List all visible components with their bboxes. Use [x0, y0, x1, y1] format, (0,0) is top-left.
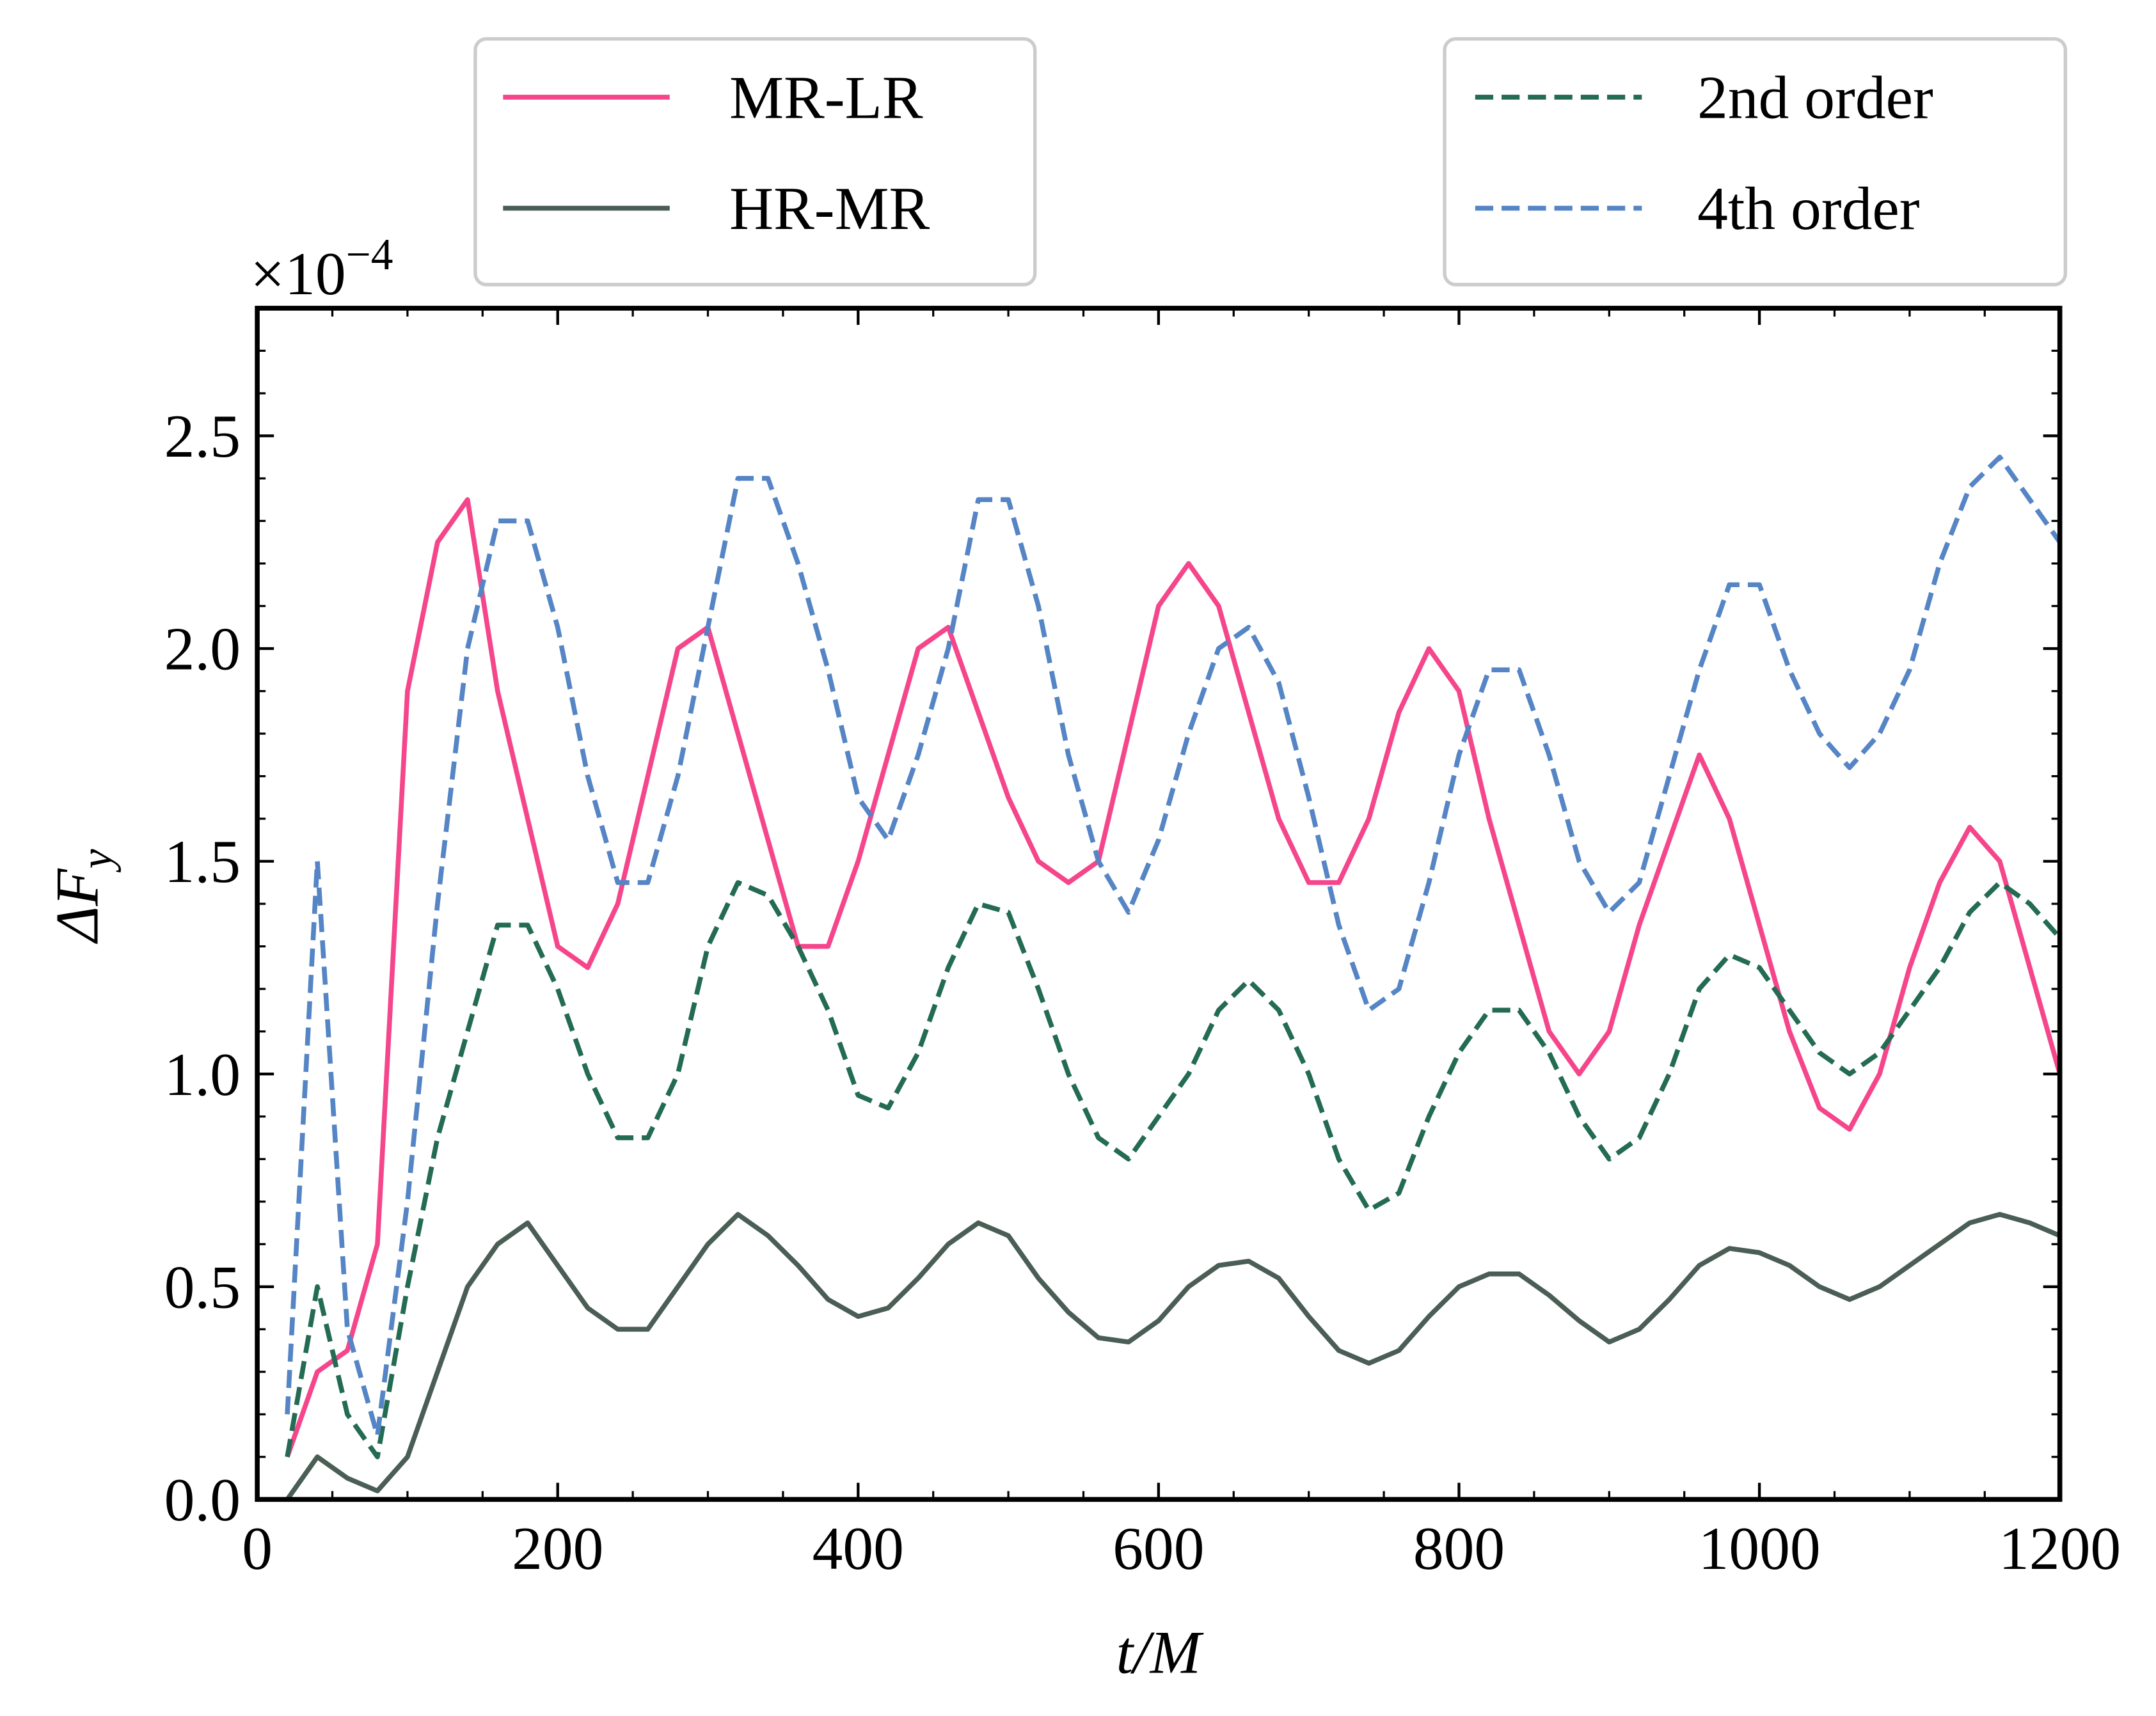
- legend-box: [473, 37, 1037, 287]
- y-multiplier-base: ×10: [250, 240, 345, 308]
- legend-box: [1443, 37, 2068, 287]
- x-tick-label: 400: [812, 1515, 904, 1582]
- x-axis-label: t/M: [1116, 1619, 1204, 1687]
- legend-label: HR-MR: [729, 175, 930, 242]
- legend-label: 4th order: [1697, 175, 1919, 242]
- y-tick-label: 1.0: [164, 1041, 241, 1108]
- y-tick-label: 1.5: [164, 828, 241, 895]
- x-tick-label: 200: [512, 1515, 603, 1582]
- y-tick-label: 2.0: [164, 615, 241, 683]
- legend-label: 2nd order: [1697, 64, 1933, 132]
- data-line: [285, 1211, 2061, 1501]
- y-axis-label-main: ΔF: [43, 868, 111, 945]
- data-line: [285, 454, 2062, 1438]
- y-axis-label: ΔFy: [43, 849, 122, 944]
- data-line: [285, 497, 2063, 1458]
- y-tick-label: 2.5: [164, 402, 241, 470]
- x-tick-label: 800: [1413, 1515, 1505, 1582]
- x-tick-label: 600: [1113, 1515, 1204, 1582]
- y-tick-label: 0.0: [164, 1466, 241, 1534]
- y-multiplier-exponent: −4: [346, 230, 393, 279]
- y-multiplier: ×10−4: [250, 230, 393, 308]
- y-tick-label: 0.5: [164, 1253, 241, 1321]
- x-tick-label: 1200: [1999, 1515, 2121, 1582]
- x-tick-label: 0: [242, 1515, 273, 1582]
- data-line: [285, 880, 2062, 1460]
- legend-label: MR-LR: [729, 64, 923, 132]
- x-tick-label: 1000: [1699, 1515, 1821, 1582]
- y-axis-label-sub: y: [72, 849, 122, 872]
